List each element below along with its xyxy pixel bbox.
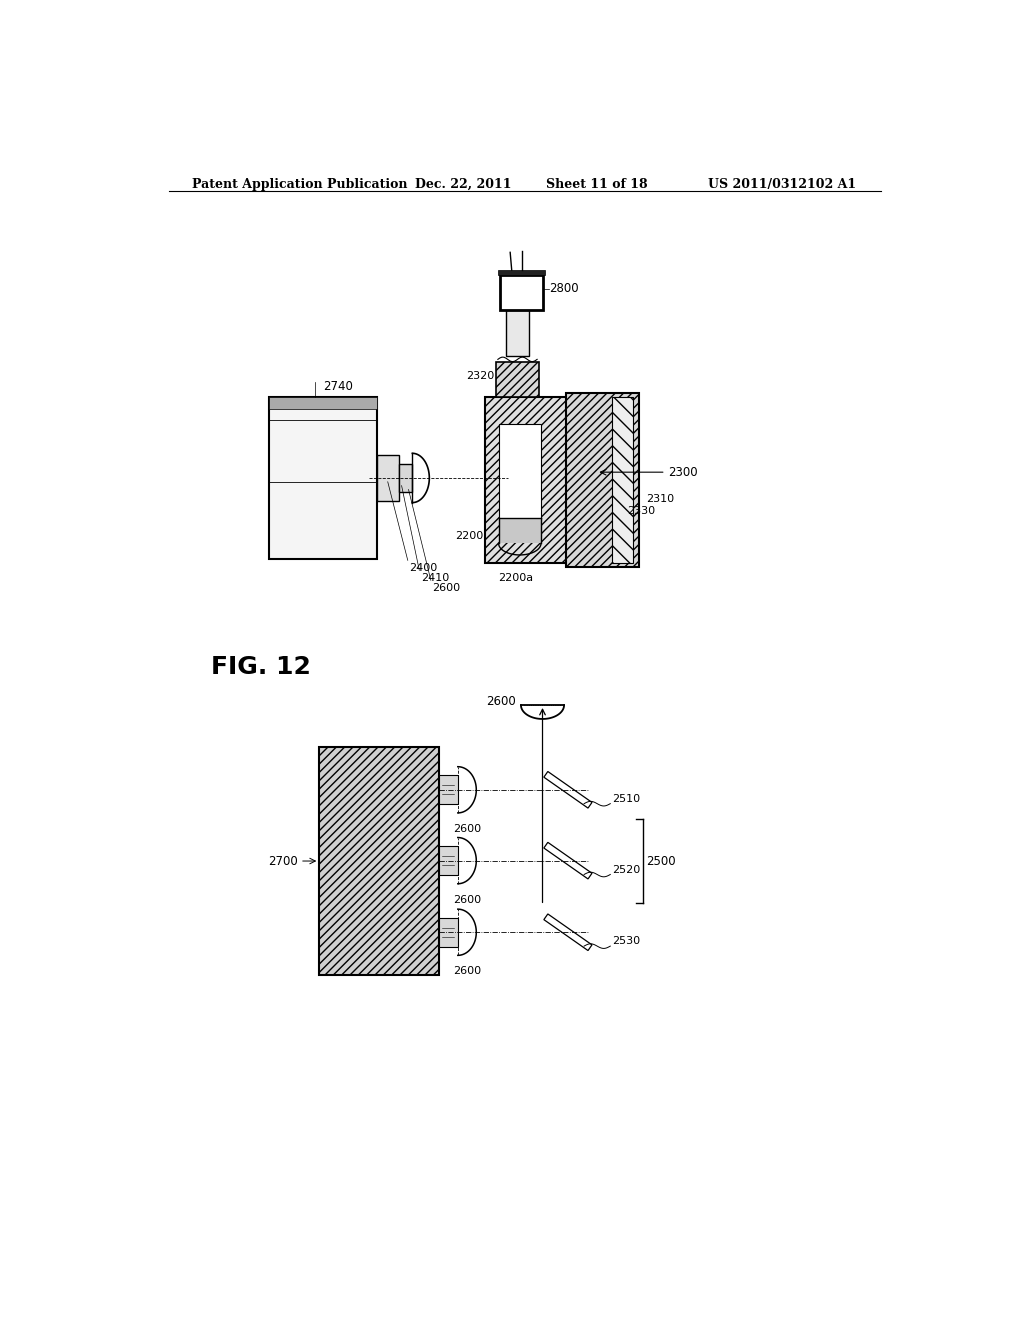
Text: 2200a: 2200a: [499, 573, 534, 583]
Text: 2700: 2700: [268, 854, 298, 867]
Bar: [499, 424, 541, 520]
Text: 2510: 2510: [611, 795, 640, 804]
Text: 2600: 2600: [453, 966, 481, 975]
Text: FIG. 12: FIG. 12: [211, 655, 311, 678]
Bar: [506, 310, 528, 356]
Bar: [377, 455, 398, 502]
Text: 2600: 2600: [453, 895, 481, 904]
Text: US 2011/0312102 A1: US 2011/0312102 A1: [708, 178, 856, 190]
Bar: [438, 775, 458, 804]
Text: 2530: 2530: [611, 936, 640, 946]
Text: 2400: 2400: [410, 562, 437, 573]
Text: 2500: 2500: [646, 854, 676, 867]
Text: 2330: 2330: [628, 506, 655, 516]
Text: 2310: 2310: [646, 494, 675, 504]
Text: 2320: 2320: [467, 371, 495, 381]
Bar: [438, 846, 458, 875]
Text: 2600: 2600: [432, 583, 461, 594]
Bar: [611, 397, 634, 562]
Text: Patent Application Publication: Patent Application Publication: [193, 178, 408, 190]
Text: 2740: 2740: [323, 380, 353, 393]
Text: Dec. 22, 2011: Dec. 22, 2011: [416, 178, 512, 190]
Text: 2600: 2600: [485, 694, 515, 708]
Bar: [497, 363, 539, 397]
Bar: [319, 747, 438, 974]
Text: 2300: 2300: [668, 466, 697, 479]
Bar: [565, 393, 639, 566]
Bar: [398, 465, 413, 492]
Bar: [269, 397, 377, 409]
Text: 2200: 2200: [455, 531, 483, 541]
Text: Sheet 11 of 18: Sheet 11 of 18: [547, 178, 648, 190]
Polygon shape: [544, 913, 592, 950]
Polygon shape: [544, 842, 592, 879]
Bar: [498, 271, 545, 276]
Bar: [499, 517, 541, 544]
Bar: [500, 276, 543, 310]
Text: 2600: 2600: [453, 824, 481, 834]
Bar: [438, 917, 458, 946]
Text: 2410: 2410: [421, 573, 450, 582]
Text: 2800: 2800: [549, 282, 579, 296]
Bar: [269, 397, 377, 558]
Bar: [484, 397, 569, 562]
Text: 2520: 2520: [611, 865, 640, 875]
Polygon shape: [544, 771, 592, 808]
